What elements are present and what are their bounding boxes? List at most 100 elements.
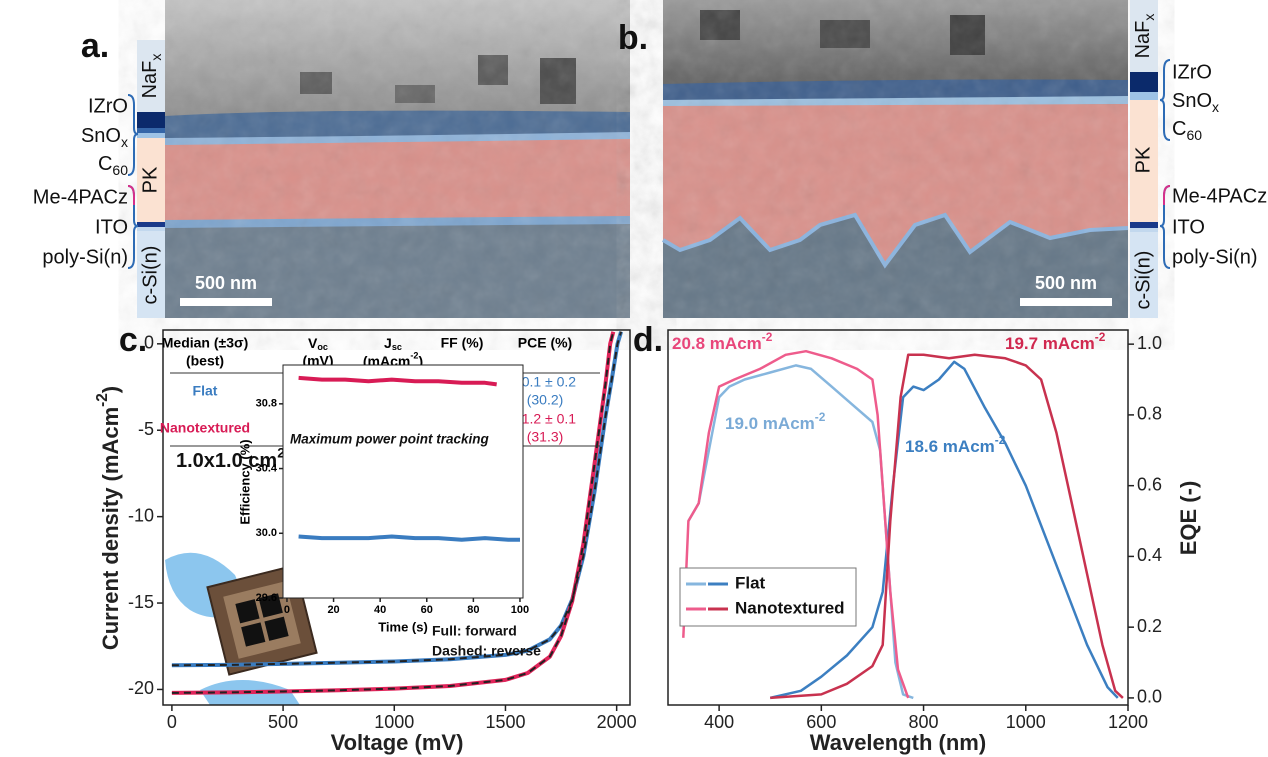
legend-label: Nanotextured [735, 598, 845, 617]
scale-bar-label: 500 nm [195, 273, 257, 293]
text-part: 18.6 mAcm [905, 437, 995, 456]
layer-label: C60 [1172, 118, 1202, 142]
inset-x-title: Time (s) [378, 619, 428, 634]
inset-bg [283, 365, 523, 598]
panel-label: d. [633, 321, 663, 359]
y-axis-title: Current density (mAcm-2) [94, 386, 123, 650]
x-tick-label: 40 [374, 604, 386, 616]
table-cell: (30.2) [527, 392, 564, 408]
table-header: (best) [186, 353, 224, 369]
text-part: x [1212, 99, 1219, 115]
table-header: Jsc [384, 335, 402, 353]
mpp-trace [299, 537, 520, 540]
scale-bar-label: 500 nm [1035, 273, 1097, 293]
text-part: -2 [410, 351, 418, 361]
text-part: 19.7 mAcm [1005, 334, 1095, 353]
text-part: 60 [112, 162, 128, 178]
y-tick-label: 0.0 [1137, 687, 1162, 707]
text-part: -2 [815, 410, 826, 424]
layer-label: Me-4PACz [1172, 185, 1267, 207]
text-part: sc [392, 342, 402, 352]
legend-label: Flat [735, 573, 766, 592]
text-part: ) [98, 386, 123, 393]
text-part: 20.8 mAcm [672, 334, 762, 353]
text-part: J [384, 335, 392, 351]
table-row-name: Nanotextured [160, 420, 250, 436]
text-part: NaF [1132, 21, 1154, 59]
y-tick-label: 0.6 [1137, 474, 1162, 494]
text-part: 60 [1186, 127, 1202, 143]
text-part: x [1141, 14, 1157, 21]
x-tick-label: 500 [268, 712, 298, 732]
panel-label: c. [119, 321, 147, 359]
text-part: SnO [81, 125, 121, 147]
text-part: -2 [1095, 330, 1106, 344]
table-cell: (31.3) [527, 429, 564, 445]
y-tick-label: 1.0 [1137, 333, 1162, 353]
layer-label: ITO [95, 216, 128, 238]
x-tick-label: 800 [909, 712, 939, 732]
x-tick-label: 1500 [485, 712, 525, 732]
layer-label: PK [139, 166, 161, 193]
x-tick-label: 400 [704, 712, 734, 732]
x-axis-title: Voltage (mV) [331, 730, 464, 755]
layer-label: C60 [98, 153, 128, 177]
layer-label: ITO [1172, 216, 1205, 238]
x-tick-label: 20 [327, 604, 339, 616]
x-axis-title: Wavelength (nm) [810, 730, 986, 755]
y-tick-label: -20 [128, 678, 154, 698]
text-part: -2 [762, 330, 773, 344]
text-part: oc [317, 342, 328, 352]
layer-label: SnOx [81, 125, 128, 149]
x-tick-label: 0 [167, 712, 177, 732]
y-tick-label: -15 [128, 592, 154, 612]
text-part: NaF [139, 61, 161, 99]
inset-y-title: Efficiency (%) [237, 439, 252, 524]
text-part: C [1172, 118, 1186, 140]
y-tick-label: 29.6 [256, 592, 277, 604]
figure: a.500 nmNaFxIZrOSnOxC60PKMe-4PACzITOpoly… [0, 0, 1268, 757]
table-header: Voc [308, 335, 328, 353]
y-tick-label: -10 [128, 505, 154, 525]
layer-label: IZrO [1172, 61, 1212, 83]
layer-label: c-Si(n) [139, 246, 161, 305]
text-part: C [98, 153, 112, 175]
annotation: Dashed: reverse [432, 643, 541, 659]
annotation: 19.7 mAcm-2 [1005, 330, 1106, 353]
panel-label: b. [618, 19, 648, 57]
x-tick-label: 1200 [1108, 712, 1148, 732]
table-row-name: Flat [193, 383, 218, 399]
y-tick-label: 30.8 [256, 398, 277, 410]
layer-label: PK [1132, 146, 1154, 173]
y-tick-label: 0.4 [1137, 545, 1162, 565]
x-tick-label: 60 [421, 604, 433, 616]
layer-label: SnOx [1172, 90, 1219, 114]
x-tick-label: 1000 [1006, 712, 1046, 732]
table-header: PCE (%) [518, 335, 572, 351]
annotation: 18.6 mAcm-2 [905, 433, 1006, 456]
layer-label: Me-4PACz [33, 186, 128, 208]
table-header: Median (±3σ) [162, 335, 249, 351]
inset-title: Maximum power point tracking [290, 432, 490, 447]
annotation: 20.8 mAcm-2 [672, 330, 773, 353]
text-part: 19.0 mAcm [725, 414, 815, 433]
text-part: -2 [995, 433, 1006, 447]
layer-label: IZrO [88, 95, 128, 117]
panel-label: a. [81, 27, 109, 65]
x-tick-label: 2000 [597, 712, 637, 732]
y-tick-label: 0.8 [1137, 404, 1162, 424]
text-part: -2 [94, 393, 111, 407]
table-header: FF (%) [441, 335, 484, 351]
text-part: SnO [1172, 90, 1212, 112]
y-axis-title: EQE (-) [1176, 481, 1201, 556]
sem-image-a [165, 0, 630, 318]
y-tick-label: 0.2 [1137, 616, 1162, 636]
text-part: x [148, 54, 164, 61]
plot-frame [668, 330, 1128, 705]
y-tick-label: 30.0 [256, 527, 277, 539]
x-tick-label: 80 [467, 604, 479, 616]
eqe-curve [770, 355, 1123, 698]
x-tick-label: 600 [806, 712, 836, 732]
x-tick-label: 0 [284, 604, 290, 616]
layer-label: poly-Si(n) [1172, 246, 1258, 268]
